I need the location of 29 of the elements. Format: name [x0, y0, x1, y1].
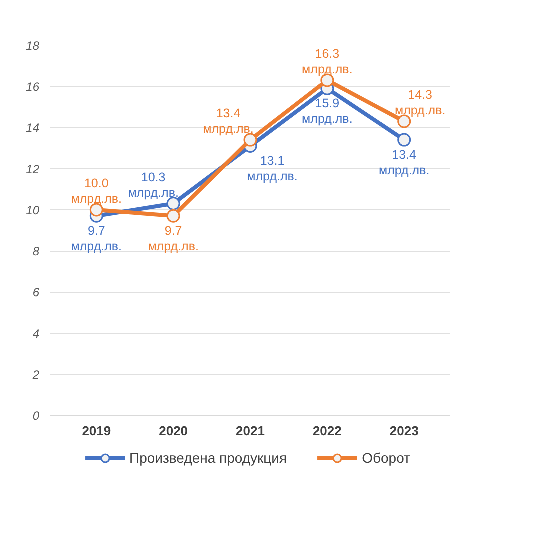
x-tick-label: 2020 — [159, 424, 188, 438]
data-label: 9.7 млрд.лв. — [71, 224, 122, 254]
legend-label: Произведена продукция — [130, 450, 288, 466]
data-label: 10.3 млрд.лв. — [128, 170, 179, 200]
y-tick-label: 10 — [26, 203, 40, 218]
y-tick-label: 8 — [32, 244, 40, 259]
y-tick-label: 0 — [32, 409, 40, 423]
data-label: 16.3 млрд.лв. — [302, 47, 353, 76]
point — [166, 209, 180, 223]
data-label: 15.9 млрд.лв. — [302, 96, 353, 126]
data-label: 13.4 млрд.лв. — [378, 148, 430, 178]
data-label: 14.3 млрд.лв. — [394, 88, 446, 118]
y-tick-label: 4 — [32, 326, 40, 341]
y-tick-label: 6 — [32, 286, 40, 300]
x-tick-label: 2021 — [236, 424, 265, 438]
data-label: 9.7 млрд.лв. — [148, 224, 199, 254]
legend-label: Оборот — [362, 450, 410, 466]
y-tick-label: 14 — [26, 121, 40, 136]
y-tick-label: 18 — [26, 39, 40, 53]
x-tick-label: 2022 — [312, 424, 342, 438]
y-tick-label: 2 — [32, 368, 40, 382]
x-tick-label: 2019 — [82, 424, 112, 438]
y-tick-label: 16 — [26, 80, 40, 94]
data-label: 10.0 млрд.лв. — [71, 176, 122, 206]
data-label: 13.1 млрд.лв. — [247, 154, 298, 184]
point — [398, 133, 412, 147]
data-label: 13.4 млрд.лв. — [203, 106, 254, 136]
x-tick-label: 2023 — [390, 424, 419, 438]
y-tick-label: 12 — [26, 162, 40, 176]
